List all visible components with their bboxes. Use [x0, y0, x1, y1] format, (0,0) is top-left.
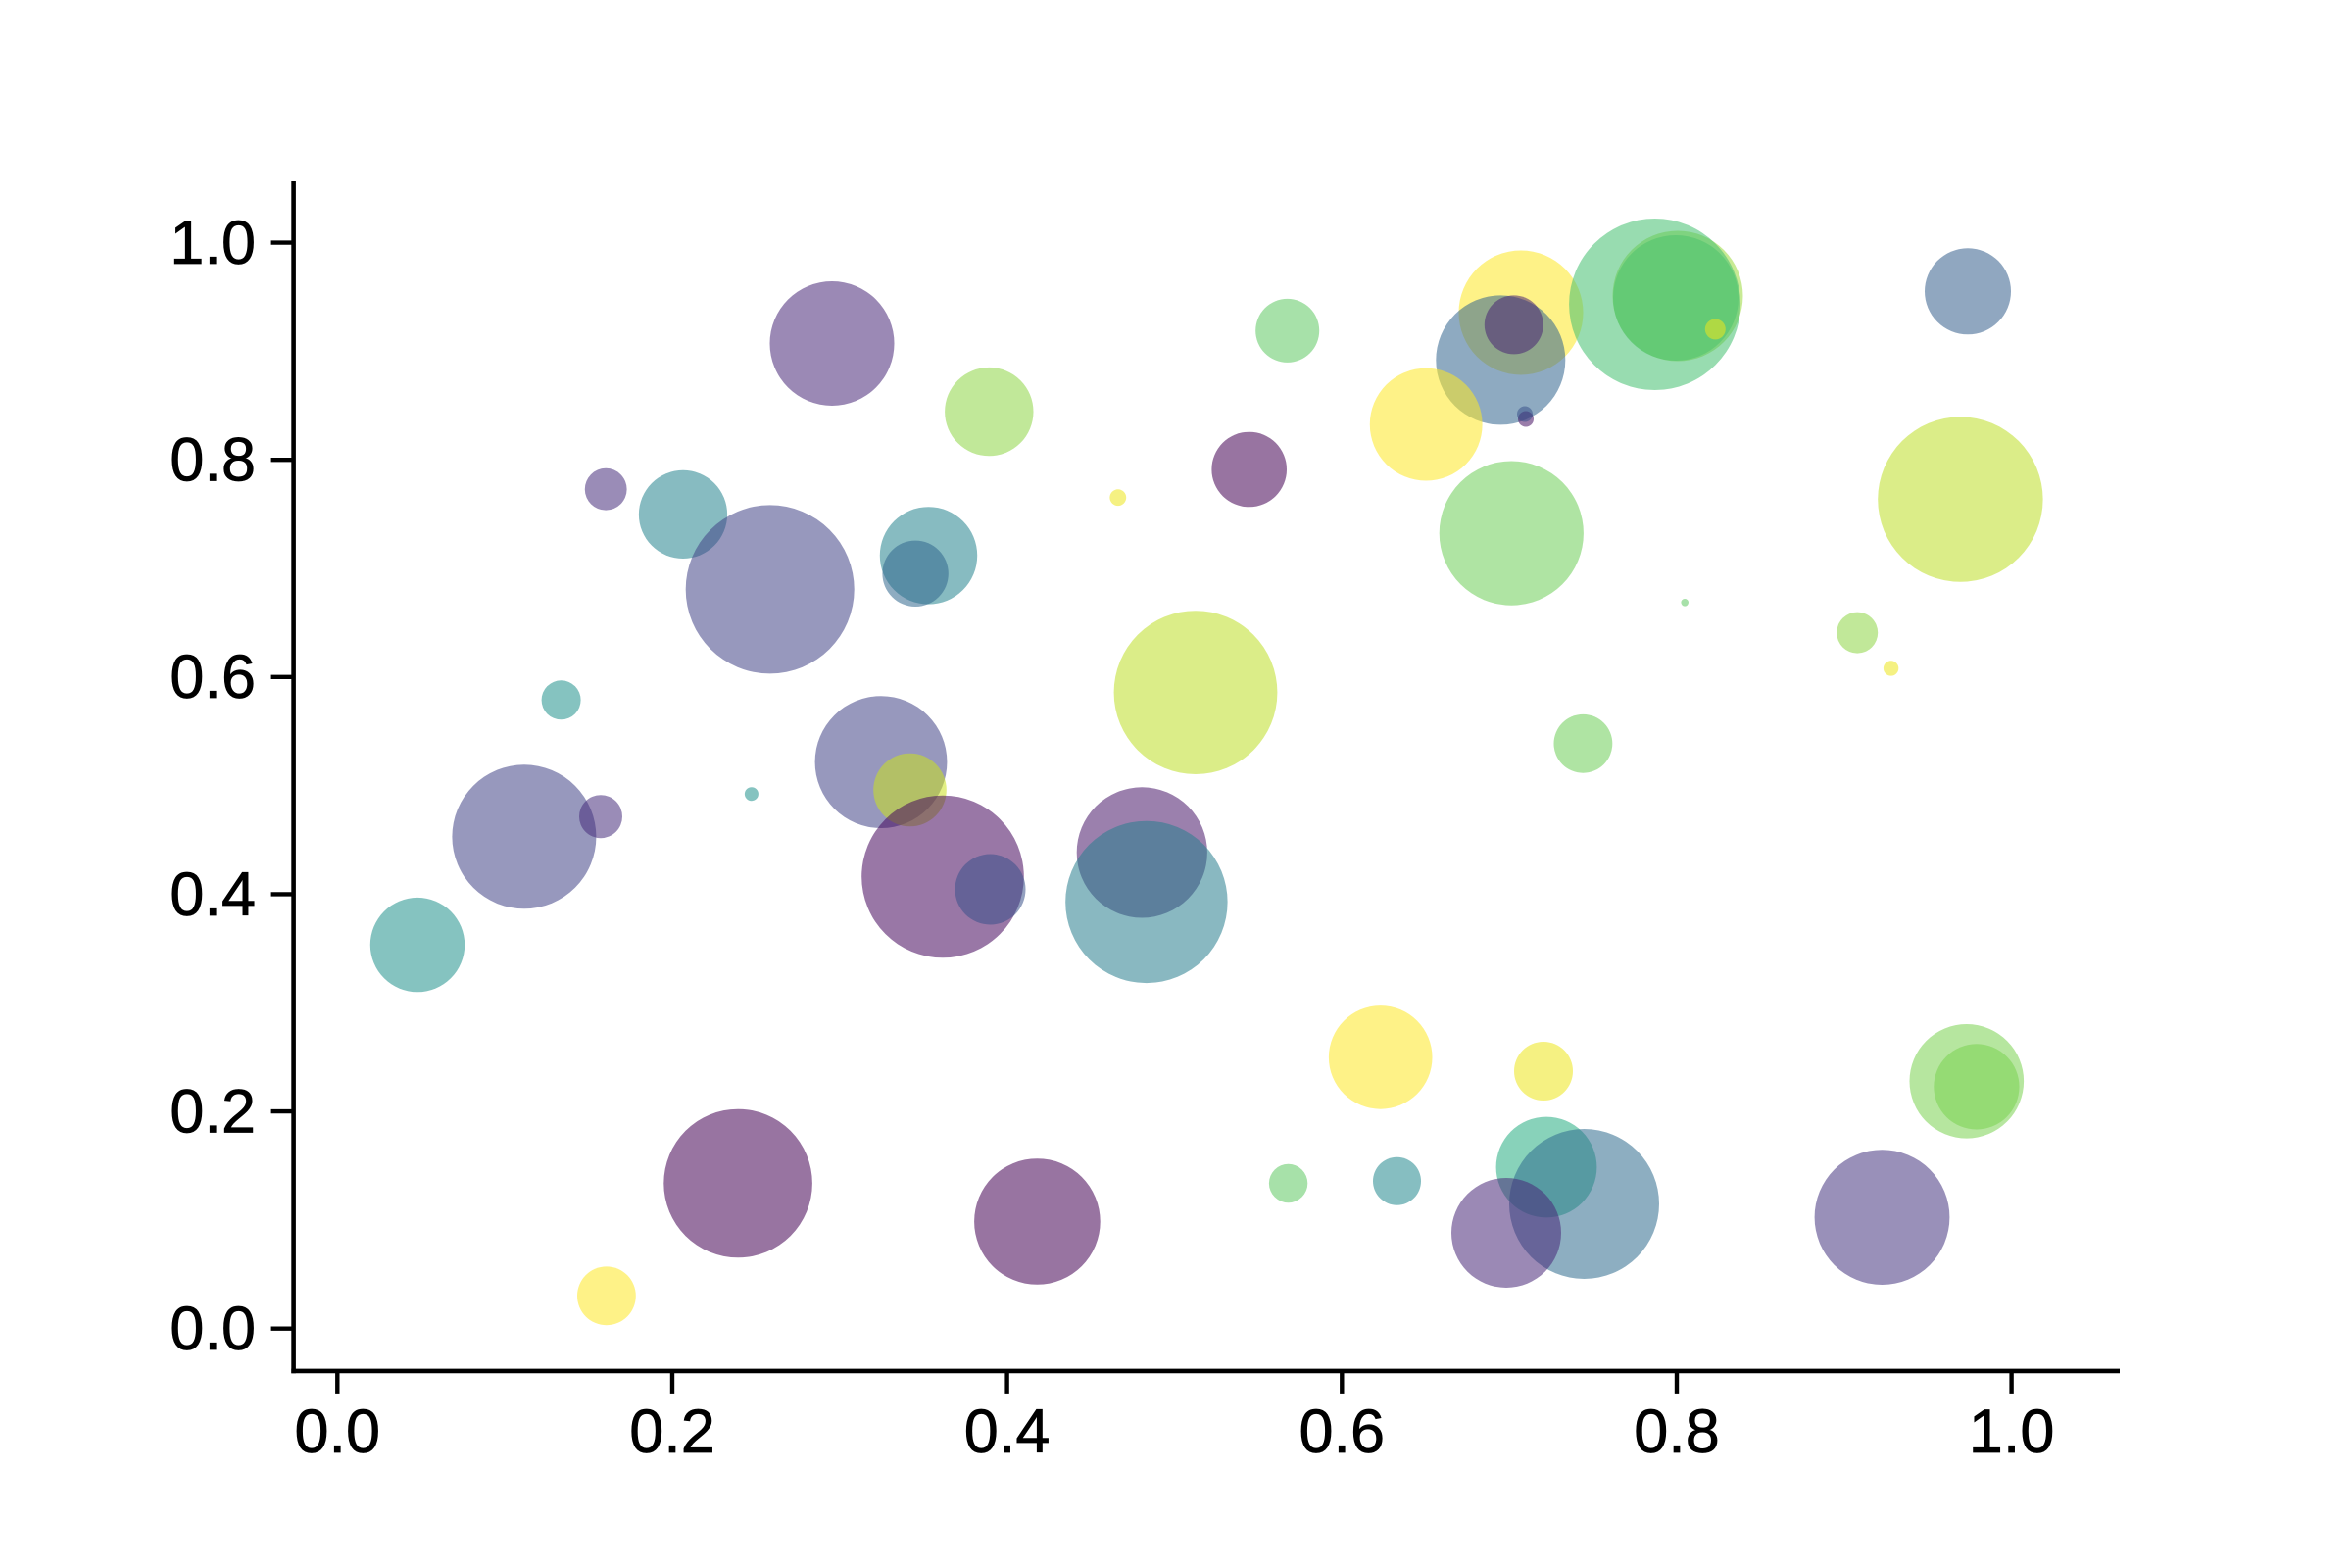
svg-text:0.4: 0.4: [964, 1397, 1051, 1466]
svg-text:0.6: 0.6: [170, 643, 256, 711]
svg-text:0.0: 0.0: [295, 1397, 381, 1466]
svg-text:0.0: 0.0: [170, 1295, 256, 1363]
svg-text:0.8: 0.8: [170, 426, 256, 495]
svg-text:0.2: 0.2: [170, 1078, 256, 1147]
svg-text:1.0: 1.0: [170, 209, 256, 277]
svg-text:0.2: 0.2: [629, 1397, 715, 1466]
svg-text:0.4: 0.4: [170, 860, 256, 929]
svg-text:1.0: 1.0: [1969, 1397, 2055, 1466]
svg-text:0.8: 0.8: [1634, 1397, 1720, 1466]
svg-text:0.6: 0.6: [1299, 1397, 1386, 1466]
